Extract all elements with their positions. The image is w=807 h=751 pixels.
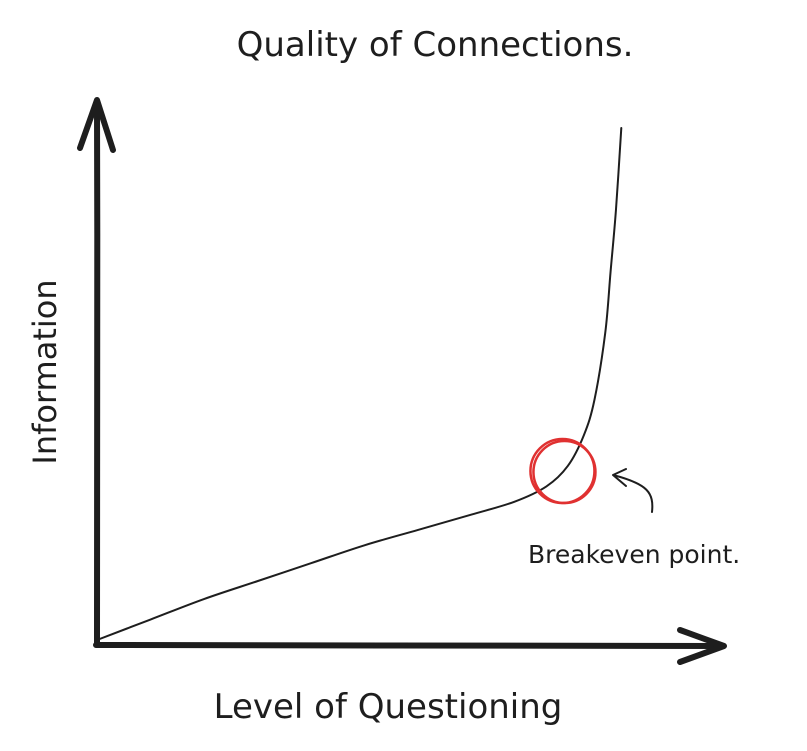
annotation-arrow [612, 468, 654, 513]
series-line [96, 127, 623, 641]
y-axis-arrowhead [77, 97, 116, 153]
y-axis-label: Information [26, 279, 64, 464]
x-axis [93, 627, 727, 665]
annotation-label: Breakeven point. [528, 540, 740, 569]
x-axis-line [93, 642, 725, 649]
breakeven-circle-sketch [532, 439, 597, 505]
x-axis-arrowhead [677, 627, 727, 665]
chart-title: Quality of Connections. [237, 25, 634, 65]
y-axis [77, 97, 116, 648]
x-axis-label: Level of Questioning [214, 687, 563, 727]
breakeven-marker [529, 437, 597, 505]
y-axis-line [93, 103, 101, 648]
